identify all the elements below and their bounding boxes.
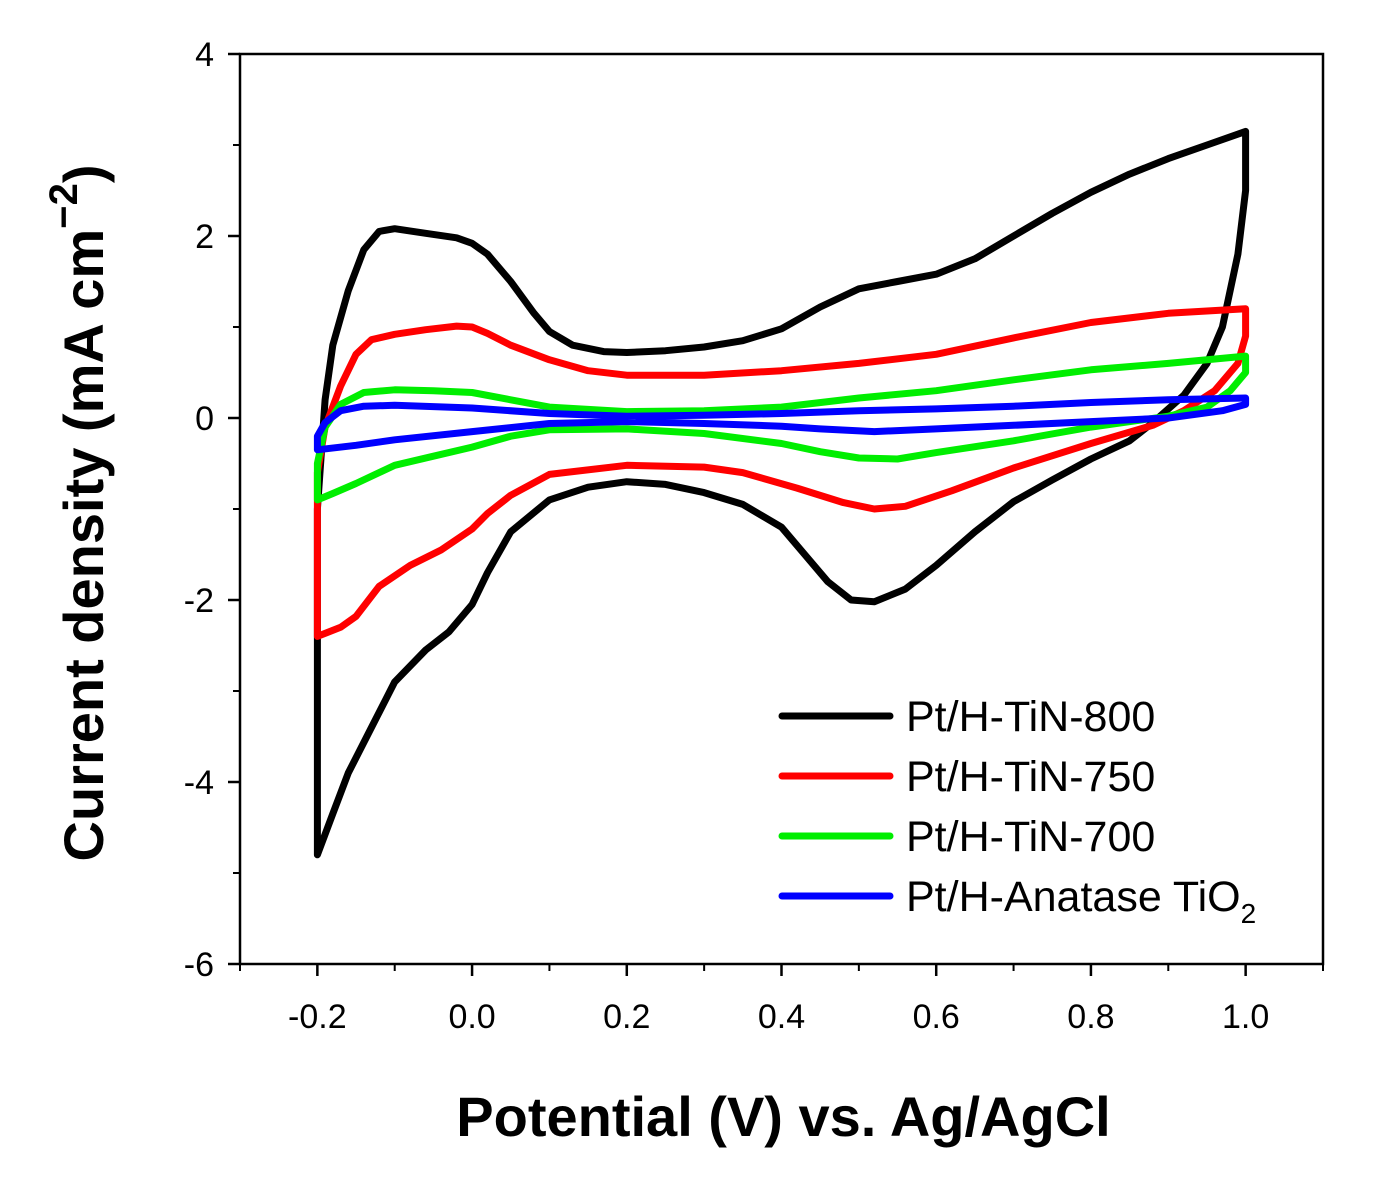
x-tick-label: 1.0 [1222,998,1269,1036]
legend-label: Pt/H-TiN-700 [906,813,1155,861]
y-axis: -6 -4 -2 0 2 4 [184,36,240,984]
x-axis-title: Potential (V) vs. Ag/AgCl [456,1085,1110,1148]
x-axis: -0.2 0.0 0.2 0.4 0.6 0.8 1.0 [239,964,1324,1036]
x-tick-label: 0.8 [1067,998,1114,1036]
y-tick-label: 0 [195,400,214,438]
x-tick-label: -0.2 [288,998,347,1036]
y-axis-title-main: Current density (mA cm [52,229,115,862]
y-axis-title-superscript: −2 [42,183,86,229]
series-line-2 [313,305,1250,640]
y-tick-label: -4 [184,764,214,802]
x-tick-label: 0.2 [603,998,650,1036]
legend-label: Pt/H-TiN-800 [906,693,1155,741]
y-axis-title: Current density (mA cm−2) [42,165,115,862]
series-line-4 [313,394,1250,454]
x-tick-label: 0.4 [758,998,805,1036]
y-tick-label: 4 [195,36,214,74]
y-axis-title-close-paren: ) [52,165,115,184]
legend-label: Pt/H-TiN-750 [906,753,1155,801]
y-tick-label: -6 [184,946,214,984]
legend-label: Pt/H-Anatase TiO2 [906,873,1256,929]
plot-frame [238,52,1325,966]
legend-label-subscript: 2 [1241,898,1257,929]
y-tick-label: 2 [195,218,214,256]
x-tick-label: 0.0 [448,998,495,1036]
y-tick-label: -2 [184,582,214,620]
series-line-3 [313,352,1250,504]
series-line-1 [313,127,1250,859]
legend: Pt/H-TiN-800 Pt/H-TiN-750 Pt/H-TiN-700 Pt/H… [778,693,1256,929]
series-layer [313,127,1250,859]
x-tick-label: 0.6 [913,998,960,1036]
